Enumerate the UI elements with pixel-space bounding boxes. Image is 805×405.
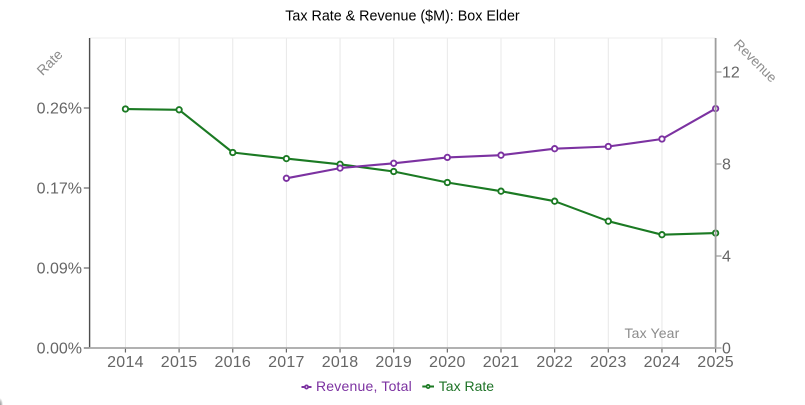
svg-text:2016: 2016	[214, 354, 251, 371]
svg-text:2022: 2022	[536, 354, 573, 371]
svg-text:12: 12	[722, 65, 740, 82]
svg-text:Revenue, Total: Revenue, Total	[316, 378, 412, 394]
svg-text:2020: 2020	[429, 354, 466, 371]
svg-text:0.26%: 0.26%	[37, 101, 82, 118]
svg-text:Tax Year: Tax Year	[625, 325, 680, 341]
svg-text:8: 8	[722, 157, 731, 174]
svg-text:2024: 2024	[644, 354, 681, 371]
svg-text:2018: 2018	[322, 354, 359, 371]
svg-text:Rate: Rate	[33, 46, 65, 78]
svg-text:2023: 2023	[590, 354, 627, 371]
svg-text:0: 0	[722, 341, 731, 358]
svg-text:0.00%: 0.00%	[37, 341, 82, 358]
svg-text:0.17%: 0.17%	[37, 181, 82, 198]
svg-text:2025: 2025	[697, 354, 734, 371]
svg-text:2017: 2017	[268, 354, 305, 371]
svg-text:2019: 2019	[375, 354, 412, 371]
svg-text:2014: 2014	[107, 354, 144, 371]
svg-text:Tax Rate: Tax Rate	[439, 378, 494, 394]
svg-text:4: 4	[722, 249, 731, 266]
svg-text:0.09%: 0.09%	[37, 261, 82, 278]
svg-text:2021: 2021	[483, 354, 520, 371]
svg-text:2015: 2015	[161, 354, 198, 371]
svg-text:Tax Rate & Revenue ($M): Box E: Tax Rate & Revenue ($M): Box Elder	[285, 8, 520, 24]
